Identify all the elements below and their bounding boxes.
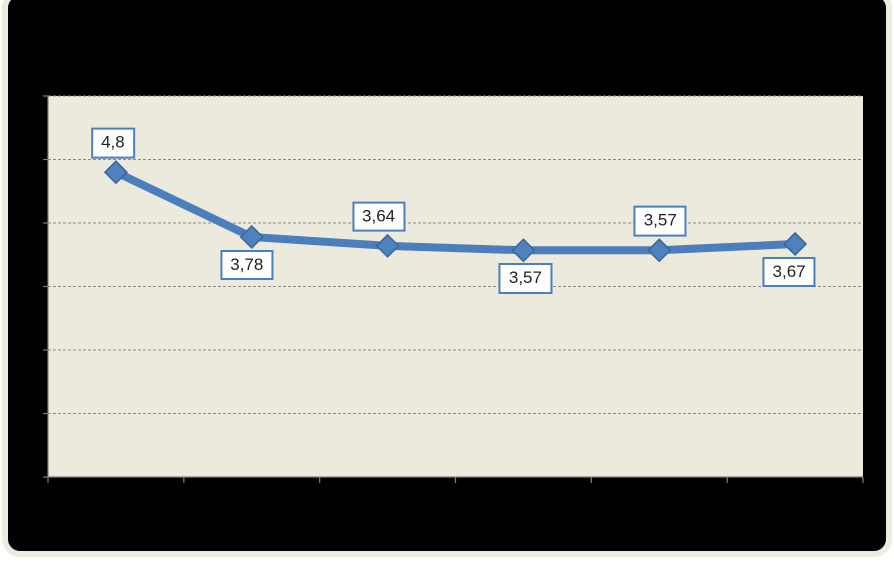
data-point-marker (783, 231, 808, 257)
series-line (111, 168, 800, 255)
data-label: 4,8 (91, 127, 135, 159)
data-label: 3,67 (762, 256, 816, 288)
data-point-marker (511, 238, 536, 263)
data-point-marker (375, 233, 400, 258)
data-point-marker (647, 238, 672, 263)
data-point-marker (103, 160, 128, 185)
data-label: 3,64 (352, 201, 406, 232)
data-point-marker (239, 224, 264, 250)
data-label: 3,57 (498, 263, 552, 294)
data-label: 3,57 (633, 205, 687, 237)
data-label: 3,78 (220, 249, 274, 281)
